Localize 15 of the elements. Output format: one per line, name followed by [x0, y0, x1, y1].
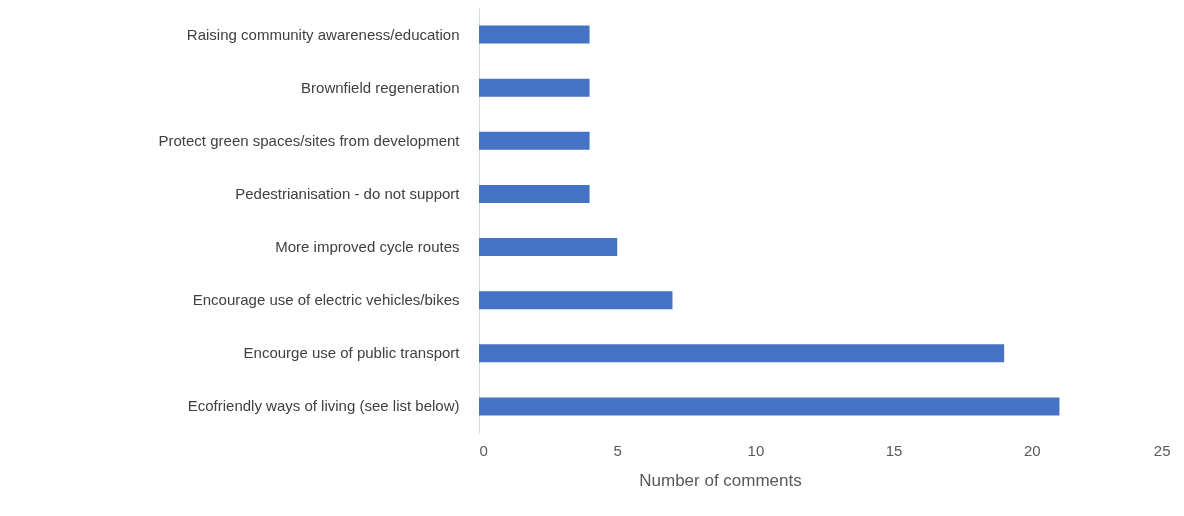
y-tick-label: More improved cycle routes	[275, 238, 460, 256]
y-tick-label: Encourge use of public transport	[243, 344, 461, 362]
x-tick-label: 10	[747, 441, 765, 459]
x-tick-label: 15	[885, 441, 903, 459]
x-axis-title: Number of comments	[639, 470, 802, 490]
x-tick-label: 20	[1023, 441, 1041, 459]
y-tick-label: Raising community awareness/education	[186, 25, 460, 43]
x-tick-label: 0	[479, 441, 488, 459]
y-tick-label: Protect green spaces/sites from development	[158, 131, 461, 149]
y-tick-label: Encourage use of electric vehicles/bikes	[192, 291, 460, 309]
y-tick-label: Pedestrianisation - do not support	[235, 184, 461, 202]
x-tick-label: 25	[1153, 441, 1171, 459]
y-tick-label: Ecofriendly ways of living (see list below)	[187, 397, 460, 415]
x-tick-label: 5	[613, 441, 622, 459]
y-tick-label: Brownfield regeneration	[301, 78, 460, 96]
